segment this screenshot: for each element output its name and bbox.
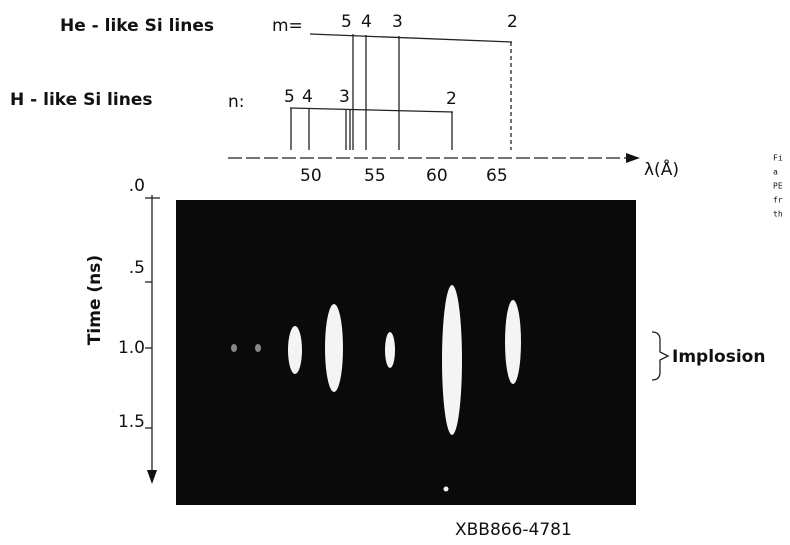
caption-fragment: th [773, 210, 783, 219]
figure-id: XBB866-4781 [455, 520, 572, 540]
wavelength-axis-label: λ(Å) [644, 158, 679, 180]
caption-fragment: fr [773, 196, 783, 205]
caption-fragment: PE [773, 182, 783, 191]
h-line-label: 3 [339, 87, 350, 107]
wavelength-tick-label: 55 [364, 166, 386, 186]
implosion-label: Implosion [672, 347, 765, 367]
caption-fragment: a [773, 168, 778, 177]
axis-arrowhead [626, 153, 640, 163]
wavelength-tick-label: 60 [426, 166, 448, 186]
h-line-label: 4 [302, 87, 313, 107]
caption-fragment: Fi [773, 154, 783, 163]
time-arrowhead [147, 470, 157, 484]
spot [255, 344, 261, 352]
h-like-label: H - like Si lines [10, 90, 152, 110]
spot [288, 326, 302, 374]
spot [442, 285, 462, 435]
spot [505, 300, 521, 384]
time-tick-label: 1.5 [118, 412, 145, 432]
he-line-label: 3 [392, 12, 403, 32]
h-line-label: 5 [284, 87, 295, 107]
he-bracket [309, 33, 513, 43]
he-line-label: 4 [361, 12, 372, 32]
h-index-label: n: [228, 92, 245, 112]
h-line-label: 2 [446, 89, 457, 109]
brace [651, 331, 670, 381]
he-line-label: 5 [341, 12, 352, 32]
he-line-label: 2 [507, 12, 518, 32]
time-tick-label: .0 [129, 176, 145, 196]
time-axis-label: Time (ns) [85, 255, 105, 345]
time-tick-label: .5 [129, 258, 145, 278]
spot [385, 332, 395, 368]
time-tick-label: 1.0 [118, 338, 145, 358]
he-like-label: He - like Si lines [60, 16, 214, 36]
emission-spots [231, 285, 521, 492]
spot [325, 304, 343, 392]
h-bracket [289, 107, 454, 113]
spot [443, 486, 449, 492]
he-index-label: m= [272, 16, 303, 36]
streak-image [176, 200, 636, 505]
wavelength-tick-label: 50 [300, 166, 322, 186]
spot [231, 344, 237, 352]
wavelength-tick-label: 65 [486, 166, 508, 186]
